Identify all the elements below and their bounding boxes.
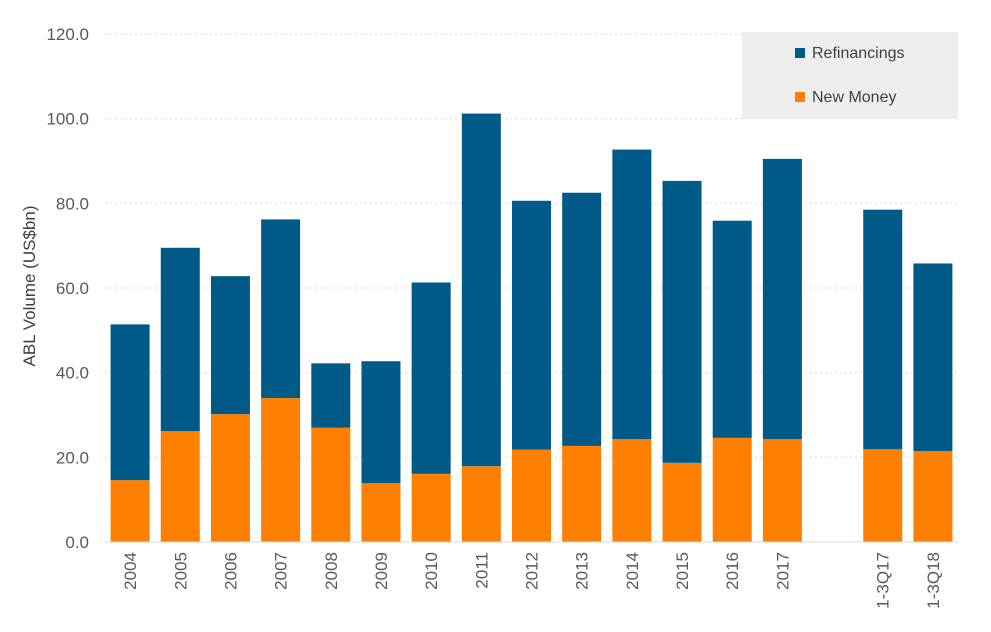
bar-new-money-2014 — [612, 439, 652, 542]
x-tick-label: 2007 — [272, 552, 291, 590]
bar-refinancings-1-3Q17 — [863, 209, 903, 450]
bar-refinancings-2016 — [712, 220, 752, 438]
bar-refinancings-2006 — [210, 276, 250, 415]
bar-new-money-2016 — [712, 437, 752, 542]
x-tick-label: 2013 — [573, 552, 592, 590]
bar-new-money-1-3Q17 — [863, 449, 903, 542]
x-tick-label: 2012 — [523, 552, 542, 590]
bar-refinancings-2007 — [261, 219, 301, 399]
bar-new-money-2017 — [762, 439, 802, 542]
bar-refinancings-2013 — [562, 192, 602, 446]
bar-new-money-2015 — [662, 462, 702, 542]
bar-refinancings-2010 — [411, 282, 451, 474]
bar-new-money-2013 — [562, 445, 602, 542]
y-tick-label: 40.0 — [56, 364, 89, 383]
bar-new-money-2009 — [361, 483, 401, 542]
bar-refinancings-2014 — [612, 149, 652, 440]
legend-swatch-refinancings — [795, 48, 805, 58]
y-tick-label: 20.0 — [56, 448, 89, 467]
legend-background — [742, 32, 958, 119]
bar-new-money-2006 — [210, 414, 250, 542]
bar-refinancings-2004 — [110, 324, 150, 481]
bar-refinancings-2011 — [461, 113, 501, 467]
x-tick-label: 2015 — [673, 552, 692, 590]
x-tick-label: 2005 — [171, 552, 190, 590]
legend-label-new-money: New Money — [812, 89, 896, 106]
bars — [110, 113, 953, 542]
y-tick-label: 120.0 — [46, 25, 89, 44]
x-tick-label: 2009 — [372, 552, 391, 590]
legend-swatch-new-money — [795, 92, 805, 102]
bar-new-money-2011 — [461, 466, 501, 542]
x-tick-label: 2006 — [221, 552, 240, 590]
bar-refinancings-2017 — [762, 158, 802, 440]
legend: Refinancings New Money — [742, 32, 958, 119]
bar-new-money-2004 — [110, 480, 150, 542]
bar-refinancings-2008 — [311, 363, 351, 428]
bar-new-money-2007 — [261, 398, 301, 542]
x-tick-label: 2010 — [422, 552, 441, 590]
bar-refinancings-2015 — [662, 180, 702, 463]
bar-refinancings-1-3Q18 — [913, 263, 953, 451]
x-tick-label: 1-3Q18 — [924, 552, 943, 609]
x-tick-label: 2017 — [773, 552, 792, 590]
bar-new-money-2012 — [512, 449, 551, 542]
y-tick-label: 0.0 — [65, 533, 89, 552]
axes: 0.0 20.0 40.0 60.0 80.0 100.0 120.0 2004 2005 200… — [46, 25, 958, 609]
x-tick-label: 2008 — [322, 552, 341, 590]
bar-new-money-2005 — [160, 431, 200, 542]
y-tick-label: 100.0 — [46, 110, 89, 129]
y-tick-label: 60.0 — [56, 279, 89, 298]
bar-refinancings-2005 — [160, 247, 200, 432]
x-tick-label: 2014 — [623, 552, 642, 590]
bar-new-money-2010 — [411, 473, 451, 542]
x-tick-label: 1-3Q17 — [874, 552, 893, 609]
y-tick-label: 80.0 — [56, 194, 89, 213]
legend-label-refinancings: Refinancings — [812, 45, 905, 62]
bar-new-money-1-3Q18 — [913, 450, 953, 542]
x-tick-label: 2004 — [121, 552, 140, 590]
x-tick-label: 2011 — [472, 552, 491, 589]
bar-new-money-2008 — [311, 427, 351, 542]
x-tick-label: 2016 — [723, 552, 742, 590]
bar-refinancings-2009 — [361, 361, 401, 484]
bar-refinancings-2012 — [512, 200, 551, 450]
y-axis-label: ABL Volume (US$bn) — [20, 206, 39, 367]
